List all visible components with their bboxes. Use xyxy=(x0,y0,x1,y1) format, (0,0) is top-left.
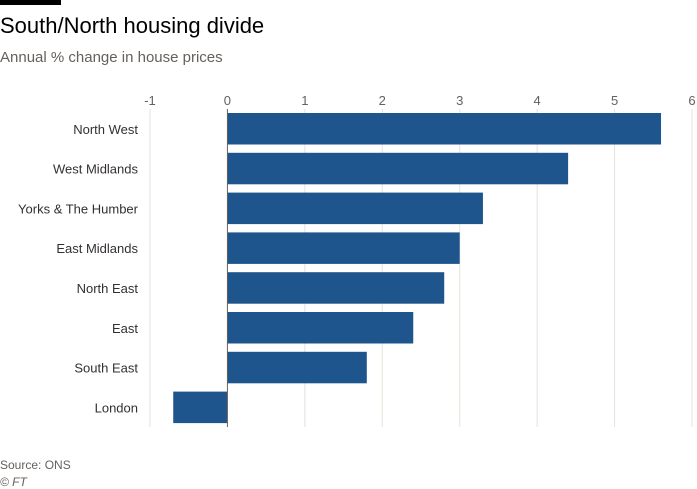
x-tick-label: 1 xyxy=(301,93,308,108)
x-axis-ticks: -1 0 1 2 3 4 5 6 xyxy=(144,93,695,108)
x-tick-label: -1 xyxy=(144,93,156,108)
category-label: Yorks & The Humber xyxy=(18,201,139,216)
category-label: North East xyxy=(77,281,139,296)
bar xyxy=(227,351,367,384)
x-tick-label: 2 xyxy=(379,93,386,108)
x-tick-label: 3 xyxy=(456,93,463,108)
bar xyxy=(227,232,460,264)
chart-subtitle: Annual % change in house prices xyxy=(0,49,223,66)
bar-chart: -1 0 1 2 3 4 5 6 North West West Midlands Yorks &… xyxy=(18,93,696,427)
source-note: Source: ONS xyxy=(0,458,71,472)
category-label: East Midlands xyxy=(56,241,138,256)
bars xyxy=(173,113,662,424)
category-label: West Midlands xyxy=(53,162,139,177)
bar xyxy=(227,152,569,185)
category-label: London xyxy=(95,400,138,415)
bar xyxy=(173,391,228,424)
x-tick-label: 5 xyxy=(611,93,618,108)
bar xyxy=(227,113,662,145)
bar xyxy=(227,312,414,344)
category-labels: North West West Midlands Yorks & The Humbe… xyxy=(18,122,139,416)
category-label: South East xyxy=(74,361,138,376)
category-label: North West xyxy=(73,122,138,137)
credit-note: © FT xyxy=(0,475,27,489)
category-label: East xyxy=(112,321,138,336)
bar xyxy=(227,192,483,225)
bar xyxy=(227,272,445,304)
x-tick-label: 0 xyxy=(224,93,231,108)
chart-title: South/North housing divide xyxy=(0,13,265,38)
x-tick-label: 6 xyxy=(688,93,695,108)
x-tick-label: 4 xyxy=(534,93,541,108)
accent-bar xyxy=(0,0,61,5)
